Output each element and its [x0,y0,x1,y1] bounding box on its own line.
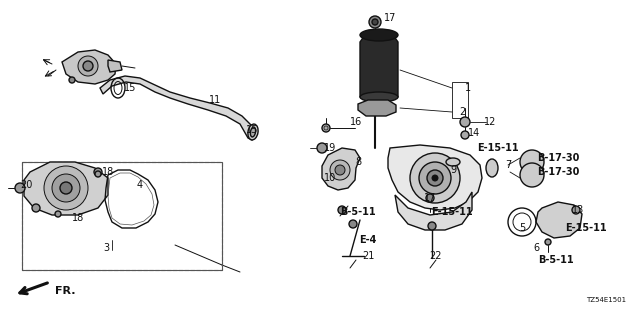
Bar [452,82,468,118]
Circle shape [369,16,381,28]
Polygon shape [108,60,122,72]
Text: E-15-11: E-15-11 [477,143,519,153]
Circle shape [322,124,330,132]
Circle shape [432,175,438,181]
Text: 1: 1 [465,83,471,93]
Circle shape [52,174,80,202]
Text: 12: 12 [484,117,496,127]
Text: 21: 21 [362,251,374,261]
Polygon shape [360,35,398,97]
Text: 10: 10 [324,173,336,183]
Text: 8: 8 [355,157,361,167]
Text: 19: 19 [324,143,336,153]
Ellipse shape [446,158,460,166]
Circle shape [330,160,350,180]
Ellipse shape [248,124,258,140]
Text: E-15-11: E-15-11 [565,223,607,233]
Circle shape [426,194,434,202]
Polygon shape [395,192,472,230]
Text: 22: 22 [429,251,442,261]
Circle shape [44,166,88,210]
Text: 18: 18 [72,213,84,223]
Text: E-15-11: E-15-11 [431,207,473,217]
Circle shape [60,182,72,194]
Text: 3: 3 [103,243,109,253]
Text: 20: 20 [20,180,32,190]
Bar [22,162,222,270]
Text: 2: 2 [459,107,465,117]
Circle shape [317,143,327,153]
Circle shape [55,211,61,217]
Polygon shape [388,145,482,210]
Polygon shape [100,76,255,140]
Ellipse shape [360,92,398,102]
Text: FR.: FR. [55,286,76,296]
Circle shape [372,19,378,25]
Ellipse shape [486,159,498,177]
Text: 9: 9 [450,165,456,175]
Circle shape [520,163,544,187]
Circle shape [461,131,469,139]
Text: B-5-11: B-5-11 [340,207,376,217]
Text: 15: 15 [246,125,258,135]
Text: B-17-30: B-17-30 [537,167,579,177]
Text: 18: 18 [102,167,114,177]
Circle shape [69,77,75,83]
Text: 13: 13 [572,205,584,215]
Text: 6: 6 [533,243,539,253]
Circle shape [338,206,346,214]
Polygon shape [358,100,396,116]
Text: 16: 16 [350,117,362,127]
Circle shape [78,56,98,76]
Circle shape [335,165,345,175]
Text: 14: 14 [468,128,480,138]
Circle shape [545,239,551,245]
Circle shape [349,220,357,228]
Text: 15: 15 [124,83,136,93]
Text: TZ54E1501: TZ54E1501 [586,297,626,303]
Text: 4: 4 [137,180,143,190]
Circle shape [572,206,580,214]
Circle shape [428,222,436,230]
Polygon shape [322,148,360,190]
Circle shape [94,168,102,176]
Ellipse shape [360,29,398,41]
Text: 11: 11 [209,95,221,105]
Circle shape [520,150,544,174]
Polygon shape [24,162,108,215]
Text: B-17-30: B-17-30 [537,153,579,163]
Text: 17: 17 [384,13,396,23]
Bar [22,162,222,270]
Text: 7: 7 [505,160,511,170]
Circle shape [419,162,451,194]
Ellipse shape [250,127,255,137]
Polygon shape [62,50,116,84]
Circle shape [83,61,93,71]
Text: B-5-11: B-5-11 [538,255,574,265]
Circle shape [15,183,25,193]
Circle shape [427,170,443,186]
Text: 5: 5 [519,223,525,233]
Text: 17: 17 [424,193,436,203]
Circle shape [410,153,460,203]
Circle shape [95,171,101,177]
Text: E-4: E-4 [359,235,377,245]
Circle shape [32,204,40,212]
Circle shape [460,117,470,127]
Polygon shape [536,202,582,238]
